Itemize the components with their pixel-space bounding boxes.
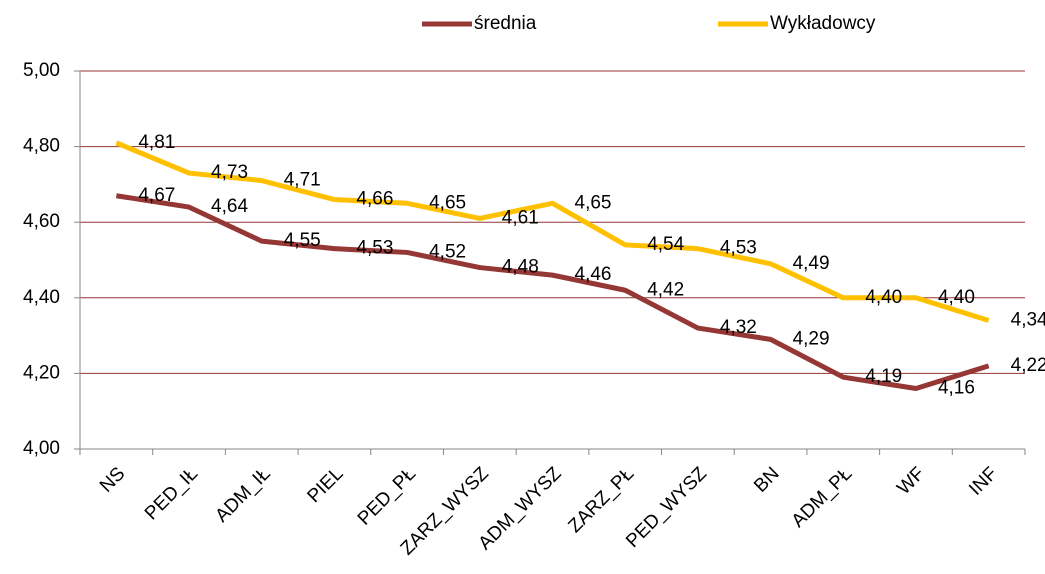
data-label: 4,48	[502, 257, 539, 278]
x-tick-label: WF	[893, 463, 929, 499]
x-tick-label: BN	[750, 463, 784, 497]
data-label: 4,67	[138, 185, 175, 206]
data-label: 4,53	[356, 238, 393, 259]
data-label: 4,52	[429, 241, 466, 262]
data-label: 4,54	[647, 234, 684, 255]
x-tick-label: PIEL	[304, 463, 348, 507]
data-label: 4,40	[938, 287, 975, 308]
data-label: 4,16	[938, 378, 975, 399]
y-tick-label: 4,80	[23, 136, 60, 157]
data-label: 4,61	[502, 207, 539, 228]
data-label: 4,53	[720, 238, 757, 259]
data-label: 4,32	[720, 317, 757, 338]
data-label: 4,64	[211, 196, 248, 217]
data-label: 4,73	[211, 162, 248, 183]
x-tick-label: ADM_PŁ	[788, 463, 857, 532]
x-tick-label: ZARZ_PŁ	[564, 463, 638, 537]
data-label: 4,65	[429, 192, 466, 213]
data-label: 4,66	[356, 189, 393, 210]
data-label: 4,22	[1011, 355, 1045, 376]
data-label: 4,55	[284, 230, 321, 251]
data-label: 4,40	[865, 287, 902, 308]
x-tick-label: PED_PŁ	[354, 463, 420, 529]
y-tick-label: 4,40	[23, 287, 60, 308]
y-tick-label: 4,00	[23, 438, 60, 459]
data-label: 4,19	[865, 366, 902, 387]
y-tick-label: 4,20	[23, 362, 60, 383]
data-label: 4,46	[575, 264, 612, 285]
data-label: 4,42	[647, 279, 684, 300]
data-label: 4,65	[575, 192, 612, 213]
legend-label: Wykładowcy	[770, 13, 876, 34]
series-line	[115, 140, 990, 323]
data-label: 4,81	[138, 132, 175, 153]
legend-label: średnia	[474, 13, 537, 34]
x-tick-label: INF	[965, 463, 1001, 499]
data-label: 4,34	[1011, 309, 1045, 330]
y-tick-label: 4,60	[23, 211, 60, 232]
series-line	[115, 193, 990, 392]
data-label: 4,71	[284, 170, 321, 191]
x-tick-label: ADM_IŁ	[211, 463, 274, 526]
y-tick-label: 5,00	[23, 60, 60, 81]
x-tick-label: PED_IŁ	[141, 463, 202, 524]
data-label: 4,49	[793, 253, 830, 274]
data-label: 4,29	[793, 328, 830, 349]
x-tick-label: NS	[96, 463, 130, 497]
